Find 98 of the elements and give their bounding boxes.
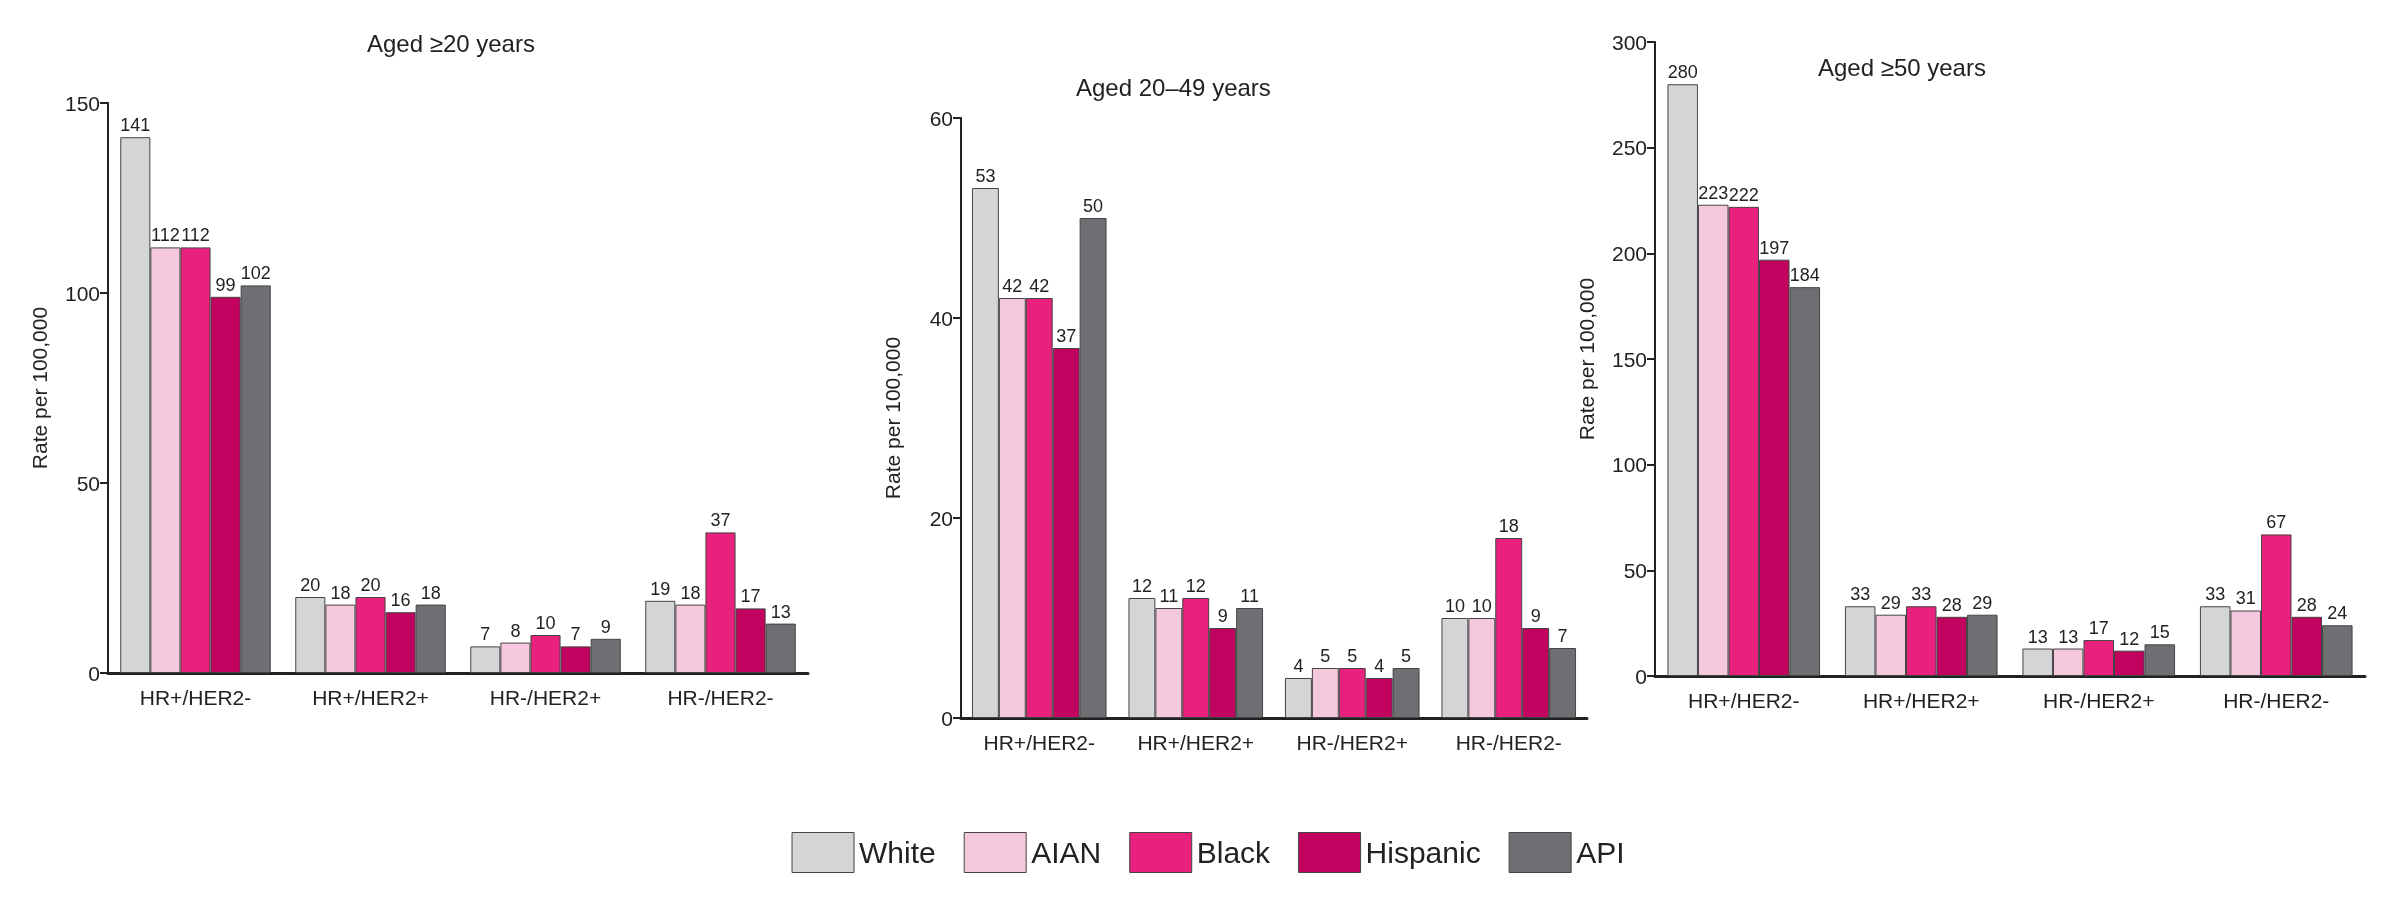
data-label: 280 <box>1667 62 1698 83</box>
y-tick-label: 100 <box>1611 453 1647 477</box>
x-tick-label: HR-/HER2+ <box>2043 689 2155 712</box>
x-tick-label: HR+/HER2- <box>139 686 252 709</box>
data-label: 67 <box>2266 512 2287 533</box>
data-label: 37 <box>1056 326 1077 346</box>
data-label: 7 <box>570 624 581 645</box>
data-label: 5 <box>1401 646 1412 666</box>
data-label: 5 <box>1347 646 1358 666</box>
x-tick-label: HR+/HER2- <box>1688 689 1800 712</box>
data-label: 15 <box>2149 622 2170 643</box>
y-tick-label: 300 <box>1611 30 1647 54</box>
data-label: 33 <box>1850 584 1871 605</box>
legend-label: AIAN <box>1031 836 1102 869</box>
data-label: 28 <box>1941 594 1962 615</box>
y-tick-label: 0 <box>88 661 100 685</box>
legend-label: Black <box>1196 836 1272 869</box>
data-label: 13 <box>2027 626 2048 647</box>
data-label: 184 <box>1789 265 1820 286</box>
data-label: 18 <box>1498 516 1519 536</box>
data-label: 4 <box>1293 656 1304 676</box>
x-tick-label: HR+/HER2- <box>983 731 1095 754</box>
data-label: 37 <box>710 510 731 531</box>
y-tick-label: 0 <box>1635 664 1647 688</box>
data-label: 10 <box>1471 596 1492 616</box>
legend-label: Hispanic <box>1365 836 1481 869</box>
x-tick-label: HR-/HER2- <box>1455 731 1562 754</box>
data-label: 17 <box>2088 618 2109 639</box>
x-tick-label: HR-/HER2+ <box>489 686 602 709</box>
x-tick-label: HR-/HER2- <box>2223 689 2330 712</box>
y-tick-label: 0 <box>941 706 953 730</box>
data-label: 9 <box>600 616 611 637</box>
data-label: 112 <box>181 225 210 246</box>
data-label: 16 <box>390 590 411 611</box>
data-label: 10 <box>1444 596 1465 616</box>
data-label: 7 <box>1557 626 1568 646</box>
data-label: 18 <box>330 582 351 603</box>
data-label: 4 <box>1374 656 1385 676</box>
data-label: 24 <box>2327 603 2348 624</box>
x-tick-label: HR-/HER2+ <box>1296 731 1408 754</box>
x-tick-label: HR-/HER2- <box>667 686 774 709</box>
x-tick-label: HR+/HER2+ <box>1137 731 1255 754</box>
data-label: 13 <box>2058 626 2079 647</box>
legend-label: White <box>859 836 936 869</box>
data-label: 20 <box>300 575 321 595</box>
data-label: 17 <box>740 586 761 607</box>
y-tick-label: 50 <box>76 471 100 495</box>
data-label: 12 <box>1185 576 1206 596</box>
data-label: 13 <box>770 601 791 622</box>
data-label: 8 <box>510 620 521 641</box>
data-label: 12 <box>1131 576 1152 596</box>
y-tick-label: 20 <box>929 506 953 530</box>
data-label: 42 <box>1002 276 1023 296</box>
data-label: 9 <box>1530 606 1541 626</box>
y-tick-label: 150 <box>1611 347 1647 371</box>
data-label: 19 <box>650 578 671 599</box>
data-label: 141 <box>120 115 151 136</box>
data-label: 11 <box>1240 586 1259 606</box>
chart-title: Aged ≥20 years <box>367 29 535 57</box>
x-tick-label: HR+/HER2+ <box>1862 689 1980 712</box>
data-label: 11 <box>1159 586 1179 606</box>
y-tick-label: 60 <box>929 106 953 130</box>
data-label: 33 <box>2205 584 2226 605</box>
data-label: 102 <box>240 263 271 284</box>
data-label: 31 <box>2235 588 2256 609</box>
legend-label: API <box>1576 836 1625 869</box>
y-tick-label: 100 <box>64 281 100 305</box>
data-label: 222 <box>1728 184 1759 205</box>
data-label: 33 <box>1911 584 1932 605</box>
y-tick-label: 200 <box>1611 241 1647 265</box>
chart-title: Aged 20–49 years <box>1076 73 1271 101</box>
y-tick-label: 50 <box>1623 558 1647 582</box>
y-tick-label: 250 <box>1611 136 1647 160</box>
y-tick-label: 150 <box>64 91 100 115</box>
y-axis-title: Rate per 100,000 <box>28 306 51 470</box>
y-axis-title: Rate per 100,000 <box>1575 277 1598 441</box>
data-label: 29 <box>1880 592 1901 613</box>
x-tick-label: HR+/HER2+ <box>312 686 429 709</box>
data-label: 18 <box>680 582 701 603</box>
data-label: 197 <box>1759 237 1790 258</box>
data-label: 28 <box>2296 594 2317 615</box>
data-label: 7 <box>480 624 491 645</box>
data-label: 99 <box>215 274 236 295</box>
data-label: 20 <box>360 575 381 595</box>
data-label: 42 <box>1029 276 1050 296</box>
data-label: 112 <box>151 225 180 246</box>
data-label: 50 <box>1083 196 1104 216</box>
data-label: 5 <box>1320 646 1331 666</box>
data-label: 223 <box>1698 182 1729 203</box>
data-label: 10 <box>535 613 556 633</box>
data-label: 29 <box>1972 592 1993 613</box>
text: Aged ≥50 years <box>1818 53 1986 81</box>
data-label: 9 <box>1217 606 1228 626</box>
data-label: 18 <box>420 582 441 603</box>
y-tick-label: 40 <box>929 306 953 330</box>
data-label: 12 <box>2119 628 2140 649</box>
y-axis-title: Rate per 100,000 <box>881 336 904 500</box>
data-label: 53 <box>975 166 996 186</box>
